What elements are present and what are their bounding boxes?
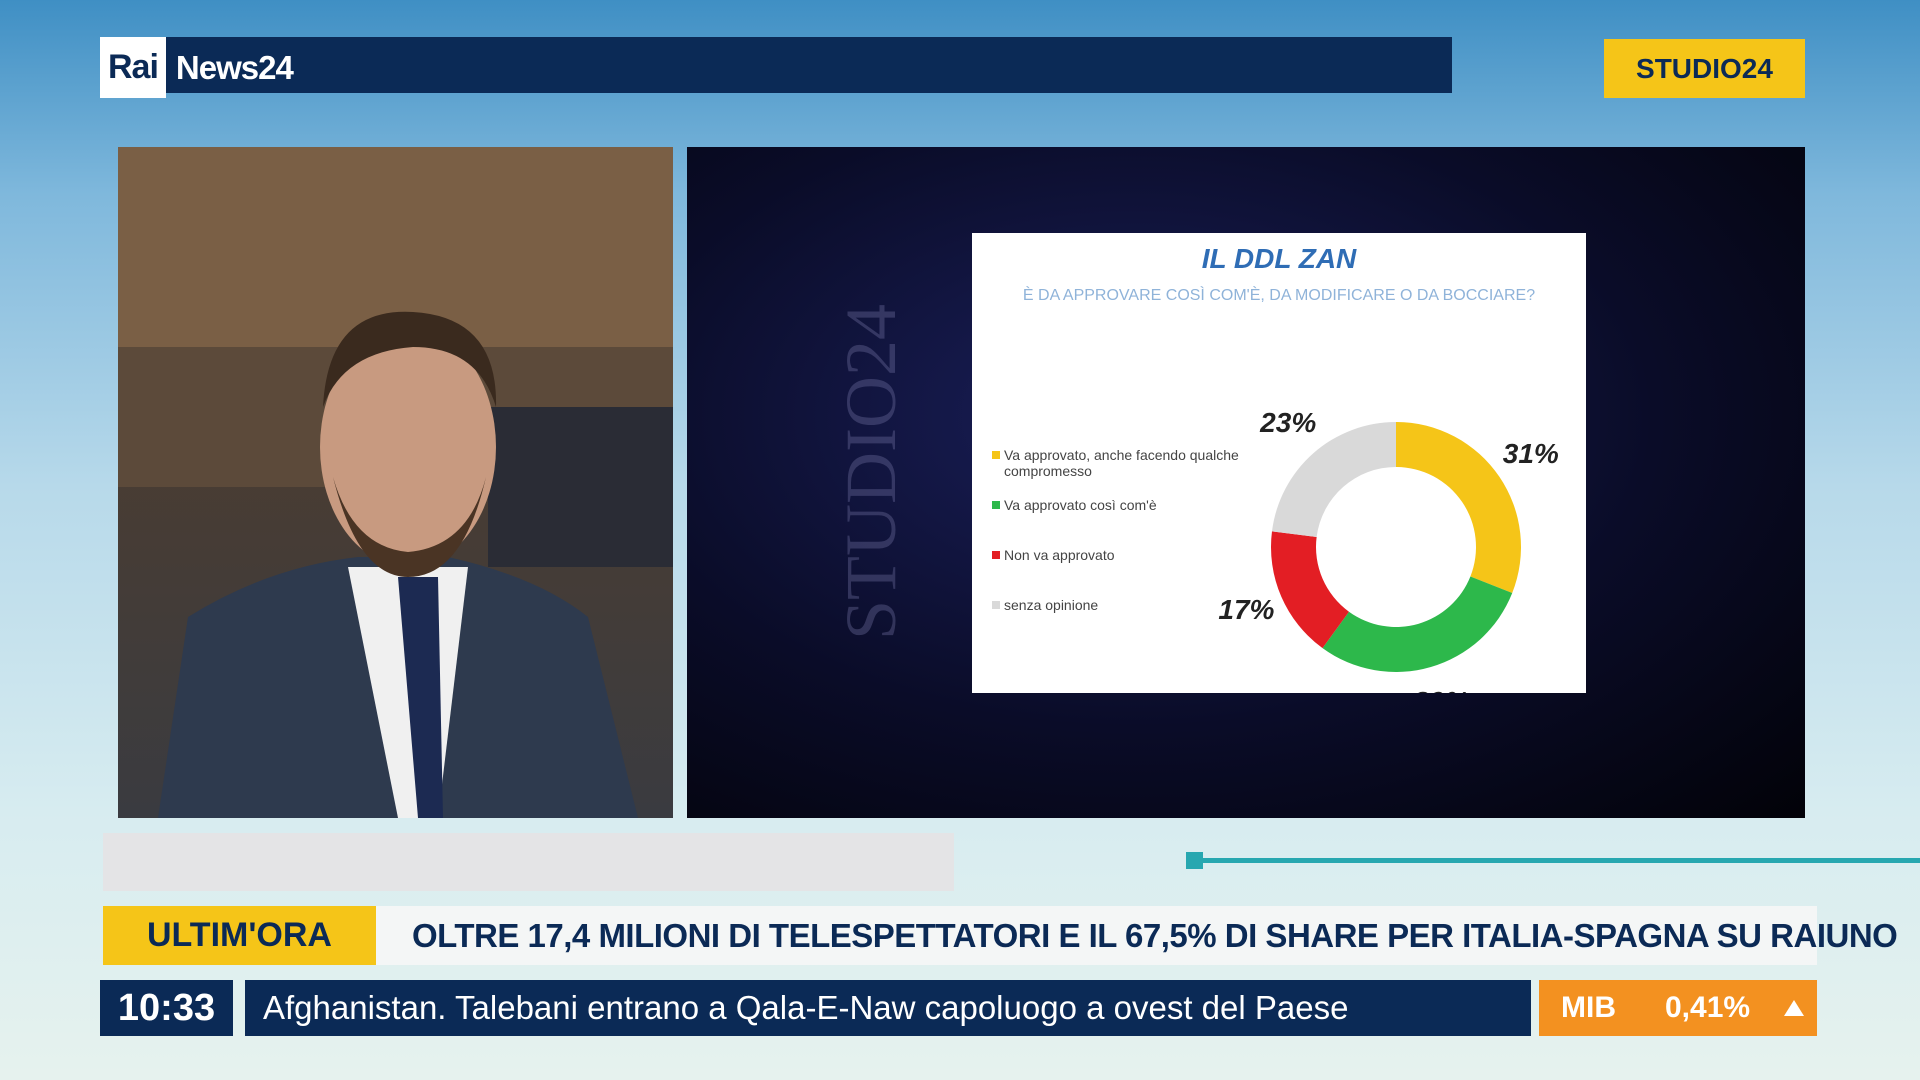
chart-title: IL DDL ZAN <box>1201 243 1357 274</box>
breaking-headline: OLTRE 17,4 MILIONI DI TELESPETTATORI E I… <box>376 906 1898 965</box>
logo-rai: Rai <box>100 37 166 98</box>
legend-swatch <box>992 501 1000 509</box>
legend-swatch <box>992 451 1000 459</box>
watermark: STUDIO24 <box>831 304 911 640</box>
donut-segment <box>1271 422 1396 537</box>
legend-label: Va approvato, anche facendo qualche comp… <box>1004 447 1239 479</box>
chart: 31% 29% 17% 23% <box>1218 407 1559 693</box>
decor-line <box>1188 858 1920 863</box>
legend-swatch <box>992 551 1000 559</box>
donut-segment <box>1322 576 1513 672</box>
video-image <box>118 147 673 818</box>
hair <box>323 311 497 407</box>
program-badge: STUDIO24 <box>1604 39 1805 98</box>
legend-item: senza opinione <box>992 597 1262 613</box>
data-label: 17% <box>1218 594 1274 625</box>
legend-label: Va approvato così com'è <box>1004 497 1157 513</box>
face <box>320 327 496 567</box>
donut-segment <box>1271 531 1349 649</box>
legend-swatch <box>992 601 1000 609</box>
legend-label: Non va approvato <box>1004 547 1115 563</box>
legend-item: Va approvato così com'è <box>992 497 1262 513</box>
bookshelf <box>488 407 673 567</box>
decor-box <box>1186 852 1203 869</box>
donut-segment <box>1396 422 1521 594</box>
lower-bar <box>103 833 954 891</box>
tie <box>398 577 443 818</box>
chart-card: IL DDL ZAN È DA APPROVARE COSÌ COM'È, DA… <box>972 233 1586 693</box>
logo-news: News24 <box>165 37 1452 93</box>
data-label: 23% <box>1259 407 1316 438</box>
legend-item: Va approvato, anche facendo qualche comp… <box>992 447 1262 479</box>
video-feed <box>118 147 673 818</box>
channel-logo: Rai News24 <box>100 37 1452 98</box>
news-ticker: Afghanistan. Talebani entrano a Qala-E-N… <box>245 980 1531 1036</box>
clock: 10:33 <box>100 980 233 1036</box>
index-value: 0,41% <box>1665 991 1751 1024</box>
beard <box>333 477 486 577</box>
legend-item: Non va approvato <box>992 547 1262 563</box>
chart-subtitle: È DA APPROVARE COSÌ COM'È, DA MODIFICARE… <box>1022 287 1536 304</box>
data-label: 29% <box>1412 686 1469 693</box>
index-name: MIB <box>1561 991 1616 1024</box>
breaking-label: ULTIM'ORA <box>103 906 376 965</box>
up-arrow <box>1784 1000 1804 1016</box>
data-label: 31% <box>1503 438 1559 469</box>
market-index: MIB 0,41% <box>1539 980 1817 1036</box>
legend-label: senza opinione <box>1004 597 1099 613</box>
